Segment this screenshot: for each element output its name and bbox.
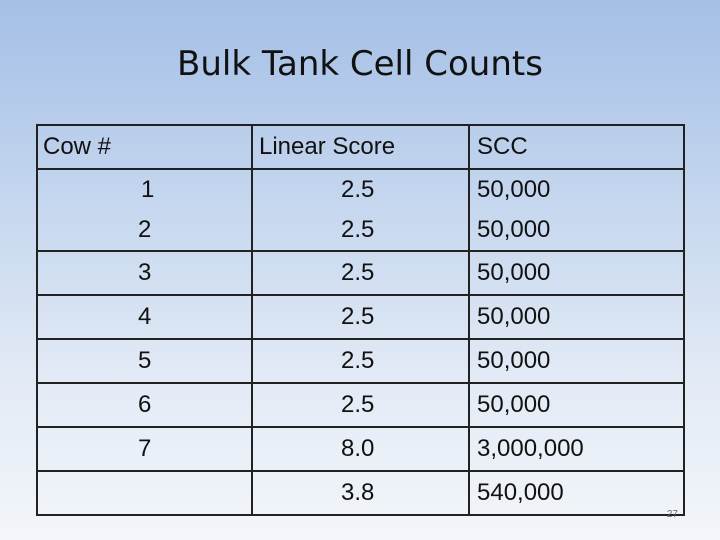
- cell-cow: 2: [138, 216, 152, 243]
- table-row: 3 2.5 50,000: [36, 250, 685, 296]
- cell-cow: 5: [36, 338, 253, 384]
- table-row-summary: 3.8 540,000: [36, 470, 685, 516]
- cell-scc: 540,000: [468, 470, 685, 516]
- cell-linear-score: 2.5: [251, 250, 470, 296]
- cell-scc: 50,000: [477, 176, 551, 203]
- header-scc: SCC: [468, 124, 685, 170]
- cell-cow: 1: [141, 176, 155, 203]
- cell-scc: 50,000: [468, 382, 685, 428]
- cell-linear-score: 3.8: [251, 470, 470, 516]
- cell-scc: 50,000: [468, 250, 685, 296]
- cell-linear-score: 2.5: [251, 338, 470, 384]
- table-row: 5 2.5 50,000: [36, 338, 685, 384]
- header-linear-score: Linear Score: [251, 124, 470, 170]
- cell-linear-score: 2.5: [341, 216, 375, 243]
- header-cow: Cow #: [36, 124, 253, 170]
- cell-cow: 6: [36, 382, 253, 428]
- cell-linear-score: 2.5: [251, 294, 470, 340]
- table-header-row: Cow # Linear Score SCC: [36, 124, 685, 170]
- cell-scc: 50,000: [477, 216, 551, 243]
- cell-scc: 50,000: [468, 294, 685, 340]
- page-number: 27: [666, 509, 678, 520]
- cell-linear-score: 2.5: [341, 176, 375, 203]
- cell-cow: 4: [36, 294, 253, 340]
- table-row: 4 2.5 50,000: [36, 294, 685, 340]
- slide-title: Bulk Tank Cell Counts: [177, 44, 543, 84]
- table-row: 1 2 2.5 2.5 50,000 50,000: [36, 168, 685, 252]
- cell-cow: 7: [36, 426, 253, 472]
- cell-cow: 3: [36, 250, 253, 296]
- cell-scc: 50,000: [468, 338, 685, 384]
- cell-linear-score: 8.0: [251, 426, 470, 472]
- cell-count-table: Cow # Linear Score SCC 1 2 2.5 2.5 50,00…: [36, 124, 685, 516]
- cell-linear-score: 2.5: [251, 382, 470, 428]
- table-row: 7 8.0 3,000,000: [36, 426, 685, 472]
- cell-scc: 3,000,000: [468, 426, 685, 472]
- table-row: 6 2.5 50,000: [36, 382, 685, 428]
- cell-cow: [36, 470, 253, 516]
